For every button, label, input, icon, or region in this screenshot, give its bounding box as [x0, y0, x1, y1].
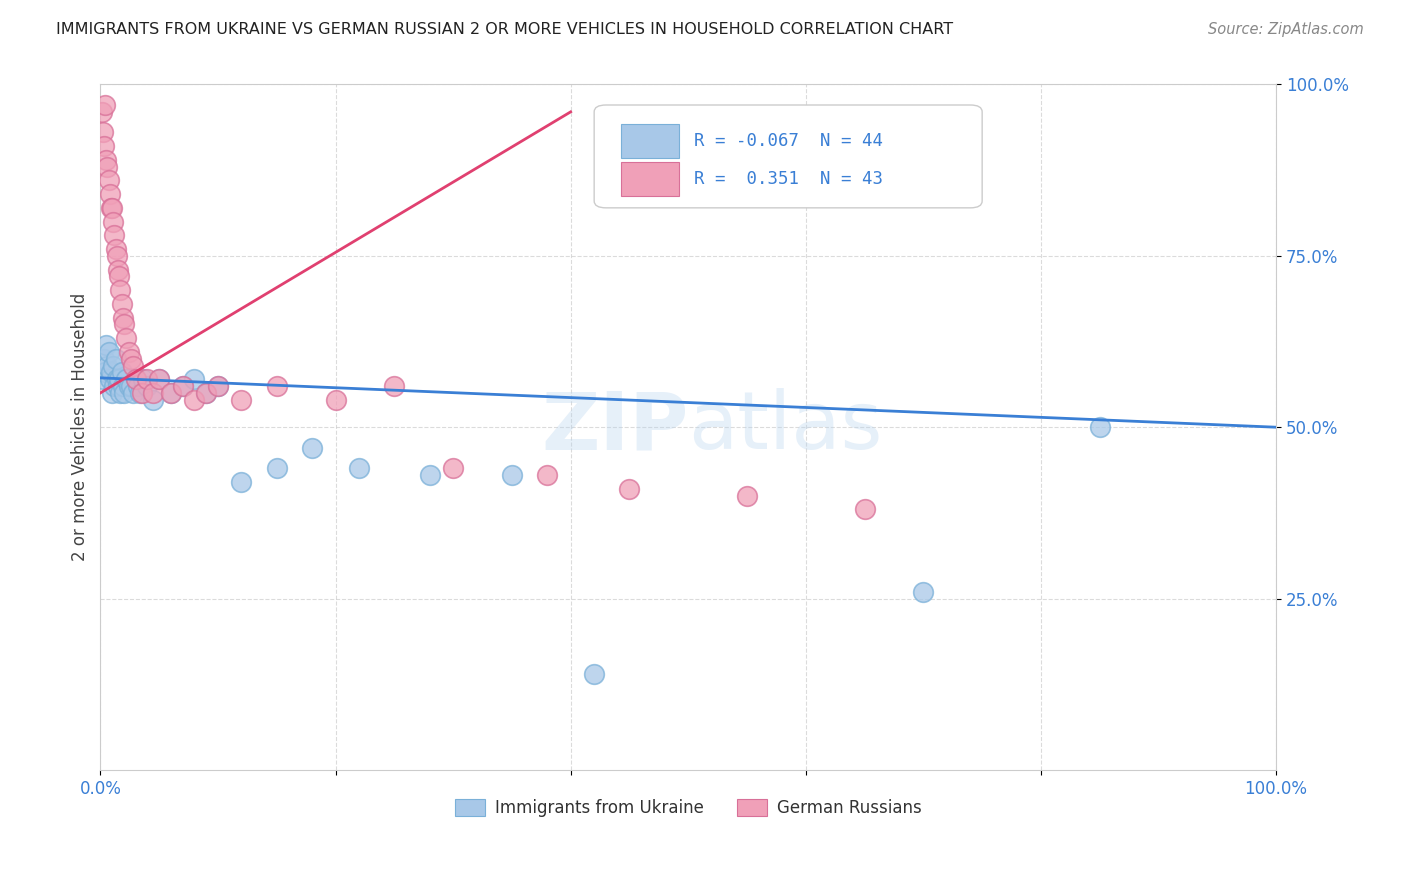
- Point: [131, 386, 153, 401]
- Text: R = -0.067  N = 44: R = -0.067 N = 44: [695, 132, 883, 151]
- Point: [94, 98, 117, 112]
- Text: ZIP: ZIP: [541, 388, 688, 467]
- Point: [129, 386, 152, 401]
- FancyBboxPatch shape: [595, 105, 983, 208]
- Point: [93, 139, 115, 153]
- Text: Source: ZipAtlas.com: Source: ZipAtlas.com: [1208, 22, 1364, 37]
- Point: [112, 318, 135, 332]
- Point: [96, 359, 118, 373]
- Point: [111, 310, 134, 325]
- Point: [207, 379, 229, 393]
- Point: [142, 386, 165, 401]
- Point: [101, 201, 124, 215]
- Text: IMMIGRANTS FROM UKRAINE VS GERMAN RUSSIAN 2 OR MORE VEHICLES IN HOUSEHOLD CORREL: IMMIGRANTS FROM UKRAINE VS GERMAN RUSSIA…: [56, 22, 953, 37]
- Legend: Immigrants from Ukraine, German Russians: Immigrants from Ukraine, German Russians: [449, 792, 928, 823]
- Point: [120, 379, 142, 393]
- Point: [172, 379, 194, 393]
- Point: [117, 344, 139, 359]
- Point: [325, 392, 347, 407]
- Point: [301, 441, 323, 455]
- Point: [160, 386, 183, 401]
- Point: [195, 386, 218, 401]
- Point: [108, 269, 131, 284]
- Point: [441, 461, 464, 475]
- Point: [115, 331, 138, 345]
- Point: [735, 489, 758, 503]
- Point: [117, 379, 139, 393]
- Point: [120, 351, 142, 366]
- Point: [107, 262, 129, 277]
- Point: [110, 283, 132, 297]
- FancyBboxPatch shape: [621, 124, 679, 158]
- Point: [347, 461, 370, 475]
- Point: [195, 386, 218, 401]
- Point: [97, 344, 120, 359]
- Y-axis label: 2 or more Vehicles in Household: 2 or more Vehicles in Household: [72, 293, 89, 561]
- Point: [183, 372, 205, 386]
- Point: [148, 372, 170, 386]
- Point: [172, 379, 194, 393]
- Point: [96, 338, 118, 352]
- Point: [115, 372, 138, 386]
- Point: [183, 392, 205, 407]
- Point: [266, 379, 288, 393]
- Point: [231, 475, 253, 489]
- Point: [103, 379, 125, 393]
- Point: [94, 365, 117, 379]
- Point: [136, 372, 159, 386]
- Point: [91, 372, 114, 386]
- Point: [131, 372, 153, 386]
- Point: [104, 351, 127, 366]
- Point: [136, 379, 159, 393]
- Point: [103, 214, 125, 228]
- Point: [853, 502, 876, 516]
- Point: [231, 392, 253, 407]
- Point: [419, 468, 441, 483]
- Point: [101, 386, 124, 401]
- Point: [112, 386, 135, 401]
- Point: [912, 584, 935, 599]
- Point: [142, 392, 165, 407]
- Point: [124, 372, 146, 386]
- Point: [382, 379, 405, 393]
- Point: [103, 228, 125, 243]
- Point: [91, 125, 114, 139]
- Point: [105, 372, 128, 386]
- Point: [105, 249, 128, 263]
- Point: [1088, 420, 1111, 434]
- Point: [110, 297, 132, 311]
- Point: [111, 379, 134, 393]
- Point: [148, 372, 170, 386]
- Point: [501, 468, 523, 483]
- Point: [98, 372, 121, 386]
- Point: [103, 359, 125, 373]
- Point: [160, 386, 183, 401]
- Point: [100, 365, 122, 379]
- Point: [124, 372, 146, 386]
- Point: [536, 468, 558, 483]
- Point: [207, 379, 229, 393]
- Point: [100, 201, 122, 215]
- Point: [619, 482, 641, 496]
- Point: [110, 365, 132, 379]
- Point: [122, 386, 145, 401]
- Point: [110, 386, 132, 401]
- Point: [583, 667, 606, 681]
- Text: R =  0.351  N = 43: R = 0.351 N = 43: [695, 170, 883, 188]
- Point: [97, 173, 120, 187]
- Point: [127, 379, 149, 393]
- Point: [96, 160, 118, 174]
- Point: [93, 351, 115, 366]
- Point: [108, 372, 131, 386]
- Point: [90, 104, 112, 119]
- FancyBboxPatch shape: [621, 162, 679, 195]
- Text: atlas: atlas: [688, 388, 883, 467]
- Point: [122, 359, 145, 373]
- Point: [104, 242, 127, 256]
- Point: [96, 153, 118, 167]
- Point: [107, 379, 129, 393]
- Point: [98, 187, 121, 202]
- Point: [266, 461, 288, 475]
